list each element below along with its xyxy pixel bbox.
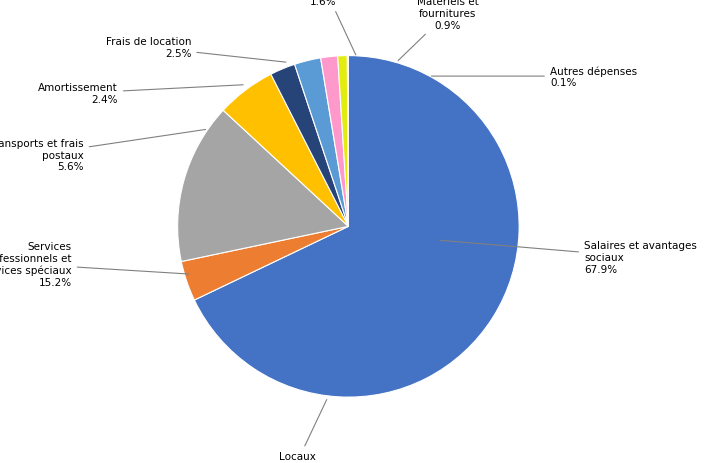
Wedge shape — [271, 65, 348, 227]
Text: Locaux
3.8%: Locaux 3.8% — [279, 400, 327, 463]
Text: Salaires et avantages
sociaux
67.9%: Salaires et avantages sociaux 67.9% — [440, 241, 697, 274]
Text: Autres dépenses
0.1%: Autres dépenses 0.1% — [432, 66, 637, 88]
Wedge shape — [338, 56, 348, 227]
Text: Services
professionnels et
services spéciaux
15.2%: Services professionnels et services spéc… — [0, 242, 188, 287]
Text: Transports et frais
postaux
5.6%: Transports et frais postaux 5.6% — [0, 130, 205, 172]
Text: Amortissement
2.4%: Amortissement 2.4% — [38, 83, 243, 105]
Wedge shape — [223, 75, 348, 227]
Text: Communication et
services
d’impression
1.6%: Communication et services d’impression 1… — [274, 0, 371, 56]
Wedge shape — [294, 59, 348, 227]
Text: Frais de location
2.5%: Frais de location 2.5% — [106, 37, 286, 63]
Wedge shape — [194, 56, 519, 397]
Wedge shape — [181, 227, 348, 300]
Wedge shape — [178, 111, 348, 262]
Wedge shape — [347, 56, 348, 227]
Wedge shape — [321, 57, 348, 227]
Text: Matériels et
fournitures
0.9%: Matériels et fournitures 0.9% — [398, 0, 479, 62]
